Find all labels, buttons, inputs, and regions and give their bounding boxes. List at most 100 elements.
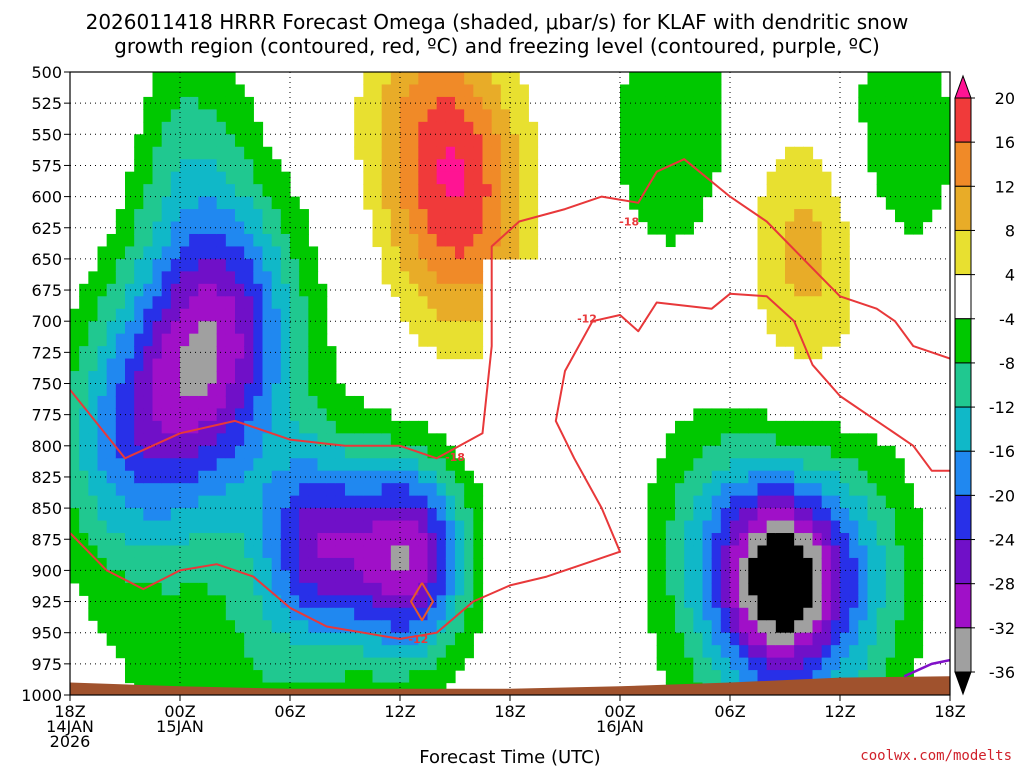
- omega-cell: [913, 109, 924, 123]
- omega-cell: [885, 645, 896, 659]
- omega-cell: [730, 607, 740, 621]
- omega-cell: [885, 670, 896, 684]
- omega-cell: [125, 420, 135, 434]
- omega-cell: [473, 171, 484, 185]
- omega-cell: [711, 408, 722, 422]
- omega-cell: [97, 495, 108, 509]
- omega-cell: [647, 570, 658, 584]
- omega-cell: [702, 420, 713, 434]
- omega-cell: [198, 346, 209, 360]
- omega-cell: [913, 72, 924, 86]
- omega-cell: [207, 607, 218, 621]
- omega-cell: [88, 470, 99, 484]
- omega-cell: [904, 533, 914, 547]
- omega-cell: [794, 420, 804, 434]
- omega-cell: [381, 420, 392, 434]
- omega-cell: [785, 184, 795, 198]
- colorbar-label: -4: [999, 310, 1015, 329]
- omega-cell: [143, 470, 154, 484]
- omega-cell: [106, 433, 117, 447]
- omega-cell: [152, 146, 163, 160]
- omega-cell: [803, 508, 814, 522]
- omega-cell: [491, 96, 502, 110]
- omega-cell: [125, 545, 135, 559]
- omega-cell: [244, 358, 254, 372]
- omega-cell: [400, 96, 410, 110]
- omega-cell: [299, 582, 309, 596]
- omega-cell: [97, 333, 108, 347]
- omega-cell: [684, 433, 694, 447]
- omega-cell: [326, 445, 337, 459]
- omega-cell: [739, 607, 749, 621]
- omega-cell: [308, 358, 319, 372]
- omega-cell: [840, 445, 850, 459]
- omega-cell: [675, 670, 685, 684]
- omega-cell: [794, 508, 804, 522]
- omega-cell: [427, 632, 438, 646]
- omega-cell: [812, 582, 823, 596]
- omega-cell: [720, 520, 731, 534]
- omega-cell: [235, 233, 245, 248]
- omega-cell: [491, 159, 502, 173]
- omega-cell: [803, 458, 814, 472]
- omega-cell: [244, 595, 254, 609]
- omega-cell: [482, 196, 493, 210]
- omega-cell: [207, 570, 218, 584]
- omega-cell: [216, 395, 227, 410]
- omega-cell: [812, 159, 823, 173]
- omega-cell: [400, 184, 410, 198]
- omega-cell: [867, 470, 878, 484]
- omega-cell: [88, 383, 99, 397]
- omega-cell: [895, 533, 905, 547]
- omega-cell: [216, 358, 227, 372]
- omega-cell: [409, 645, 419, 659]
- omega-cell: [88, 508, 99, 522]
- omega-cell: [500, 246, 511, 260]
- omega-cell: [821, 657, 832, 671]
- omega-cell: [97, 582, 108, 596]
- omega-cell: [97, 445, 108, 459]
- omega-cell: [656, 620, 667, 634]
- omega-cell: [876, 121, 887, 135]
- omega-cell: [244, 221, 254, 235]
- omega-cell: [418, 545, 429, 559]
- omega-cell: [931, 196, 942, 210]
- omega-cell: [79, 283, 89, 297]
- omega-cell: [170, 196, 181, 210]
- omega-cell: [88, 545, 99, 559]
- omega-cell: [372, 520, 383, 534]
- omega-cell: [253, 283, 264, 297]
- omega-cell: [436, 96, 447, 110]
- omega-cell: [170, 620, 181, 634]
- omega-cell: [381, 96, 392, 110]
- omega-cell: [97, 520, 108, 534]
- omega-cell: [409, 159, 419, 173]
- omega-cell: [262, 632, 273, 646]
- omega-cell: [115, 233, 126, 248]
- omega-cell: [693, 72, 704, 86]
- omega-cell: [794, 670, 804, 684]
- omega-cell: [125, 171, 135, 185]
- omega-cell: [455, 159, 465, 173]
- omega-cell: [125, 246, 135, 260]
- omega-cell: [665, 670, 676, 684]
- omega-cell: [675, 109, 685, 123]
- omega-cell: [253, 670, 264, 684]
- omega-cell: [381, 682, 392, 695]
- omega-cell: [271, 545, 282, 559]
- omega-cell: [849, 595, 859, 609]
- omega-cell: [849, 657, 859, 671]
- omega-cell: [794, 582, 804, 596]
- omega-cell: [363, 458, 374, 472]
- omega-cell: [684, 109, 694, 123]
- omega-cell: [748, 408, 759, 422]
- omega-cell: [748, 483, 759, 497]
- omega-cell: [317, 595, 328, 609]
- omega-cell: [280, 321, 291, 335]
- omega-cell: [308, 458, 319, 472]
- omega-cell: [207, 333, 218, 347]
- omega-cell: [528, 121, 539, 135]
- omega-cell: [400, 495, 410, 509]
- omega-cell: [390, 171, 401, 185]
- omega-cell: [400, 670, 410, 684]
